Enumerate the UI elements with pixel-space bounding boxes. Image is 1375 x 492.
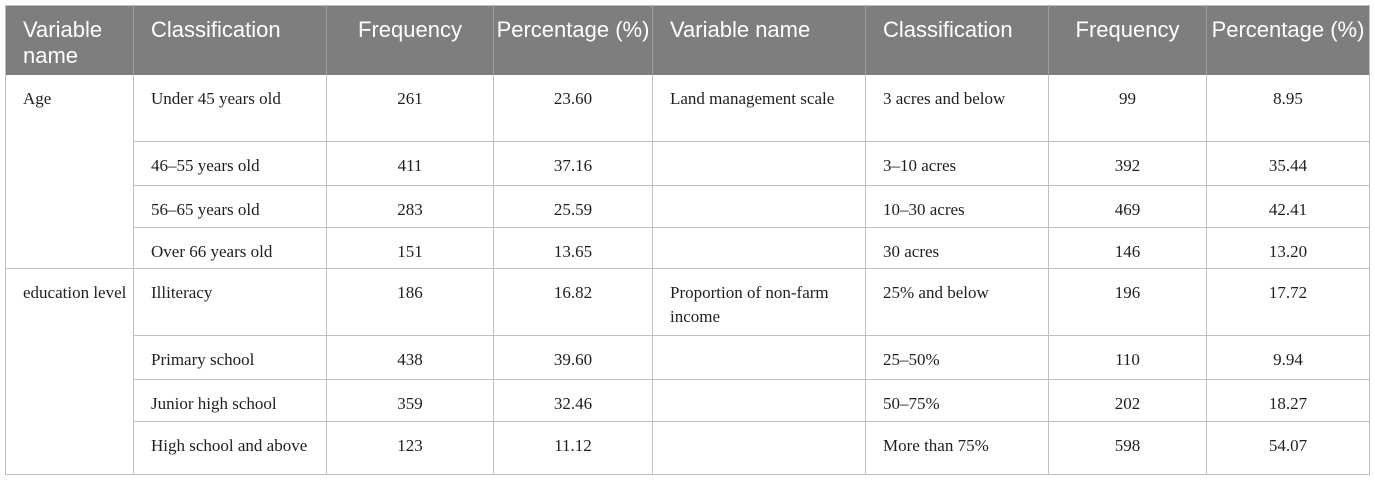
header-frequency-right: Frequency bbox=[1048, 5, 1207, 75]
header-percentage-left: Percentage (%) bbox=[493, 5, 653, 75]
frequency-cell: 411 bbox=[326, 141, 494, 186]
frequency-cell: 392 bbox=[1048, 141, 1207, 186]
frequency-cell: 99 bbox=[1048, 74, 1207, 142]
empty-cell bbox=[652, 141, 866, 186]
header-classification-left: Classification bbox=[133, 5, 327, 75]
percentage-cell: 25.59 bbox=[493, 185, 653, 228]
classification-cell: 56–65 years old bbox=[133, 185, 327, 228]
percentage-cell: 16.82 bbox=[493, 268, 653, 336]
percentage-cell: 13.65 bbox=[493, 227, 653, 269]
percentage-cell: 39.60 bbox=[493, 335, 653, 380]
percentage-cell: 18.27 bbox=[1268, 394, 1308, 413]
percentage-cell: 32.46 bbox=[493, 379, 653, 422]
table-row: education level Illiteracy 186 16.82 Pro… bbox=[5, 268, 1370, 475]
classification-cell: Under 45 years old bbox=[133, 74, 327, 142]
header-classification-right: Classification bbox=[865, 5, 1049, 75]
frequency-cell: 283 bbox=[326, 185, 494, 228]
frequency-cell: 186 bbox=[326, 268, 494, 336]
percentage-cell: 17.72 bbox=[1268, 283, 1308, 302]
classification-cell: 30 acres bbox=[865, 227, 1049, 269]
frequency-cell: 261 bbox=[326, 74, 494, 142]
frequency-cell: 123 bbox=[326, 421, 494, 475]
classification-cell: High school and above bbox=[133, 421, 327, 475]
percentage-cell: 54.07 bbox=[1268, 436, 1308, 455]
percentage-cell: 37.16 bbox=[493, 141, 653, 186]
classification-cell: 25% and below bbox=[865, 268, 1049, 336]
table-row: Age Under 45 years old 261 23.60 Land ma… bbox=[5, 74, 1370, 269]
percentage-cell: 13.20 bbox=[1268, 242, 1308, 261]
frequency-cell: 110 bbox=[1048, 335, 1207, 380]
classification-cell: Over 66 years old bbox=[133, 227, 327, 269]
variable-name-cell: Land management scale bbox=[652, 74, 866, 142]
table-row: High school and above 123 11.12 More tha… bbox=[5, 421, 1370, 475]
percentage-cell: 8.95 bbox=[1273, 88, 1303, 108]
frequency-cell: 202 bbox=[1048, 379, 1207, 422]
classification-cell: Illiteracy bbox=[133, 268, 327, 336]
header-percentage-right: Percentage (%) bbox=[1211, 17, 1365, 42]
classification-cell: 25–50% bbox=[865, 335, 1049, 380]
variable-name-cell: Proportion of non-farm income bbox=[652, 268, 866, 336]
empty-cell bbox=[652, 379, 866, 422]
empty-cell bbox=[652, 335, 866, 380]
classification-cell: 46–55 years old bbox=[133, 141, 327, 186]
classification-cell: 3 acres and below bbox=[865, 74, 1049, 142]
table-row: Junior high school 359 32.46 50–75% 202 … bbox=[5, 379, 1370, 422]
frequency-cell: 598 bbox=[1048, 421, 1207, 475]
classification-cell: 10–30 acres bbox=[865, 185, 1049, 228]
frequency-cell: 359 bbox=[326, 379, 494, 422]
table-row: Primary school 438 39.60 25–50% 110 9.94 bbox=[5, 335, 1370, 380]
percentage-cell: 9.94 bbox=[1273, 350, 1303, 369]
classification-cell: 50–75% bbox=[865, 379, 1049, 422]
header-row: Variable name Classification Frequency P… bbox=[5, 5, 1370, 75]
variable-name-cell: education level bbox=[5, 268, 134, 475]
table-row: Over 66 years old 151 13.65 30 acres 146… bbox=[5, 227, 1370, 269]
percentage-cell: 23.60 bbox=[493, 74, 653, 142]
frequency-cell: 151 bbox=[326, 227, 494, 269]
frequency-cell: 438 bbox=[326, 335, 494, 380]
classification-cell: 3–10 acres bbox=[865, 141, 1049, 186]
frequency-cell: 196 bbox=[1048, 268, 1207, 336]
empty-cell bbox=[652, 185, 866, 228]
frequency-cell: 146 bbox=[1048, 227, 1207, 269]
classification-cell: More than 75% bbox=[865, 421, 1049, 475]
classification-cell: Junior high school bbox=[133, 379, 327, 422]
classification-cell: Primary school bbox=[133, 335, 327, 380]
table-row: 56–65 years old 283 25.59 10–30 acres 46… bbox=[5, 185, 1370, 228]
empty-cell bbox=[652, 421, 866, 475]
header-variable-name-left: Variable name bbox=[5, 5, 134, 75]
data-table: Variable name Classification Frequency P… bbox=[5, 5, 1370, 475]
frequency-cell: 469 bbox=[1048, 185, 1207, 228]
header-variable-name-right: Variable name bbox=[652, 5, 866, 75]
percentage-cell: 42.41 bbox=[1268, 200, 1308, 219]
empty-cell bbox=[652, 227, 866, 269]
variable-name-cell: Age bbox=[5, 74, 134, 269]
percentage-cell: 35.44 bbox=[1268, 156, 1308, 175]
table-row: 46–55 years old 411 37.16 3–10 acres 392… bbox=[5, 141, 1370, 186]
table-container: Variable name Classification Frequency P… bbox=[5, 5, 1370, 475]
percentage-cell: 11.12 bbox=[493, 421, 653, 475]
header-frequency-left: Frequency bbox=[326, 5, 494, 75]
